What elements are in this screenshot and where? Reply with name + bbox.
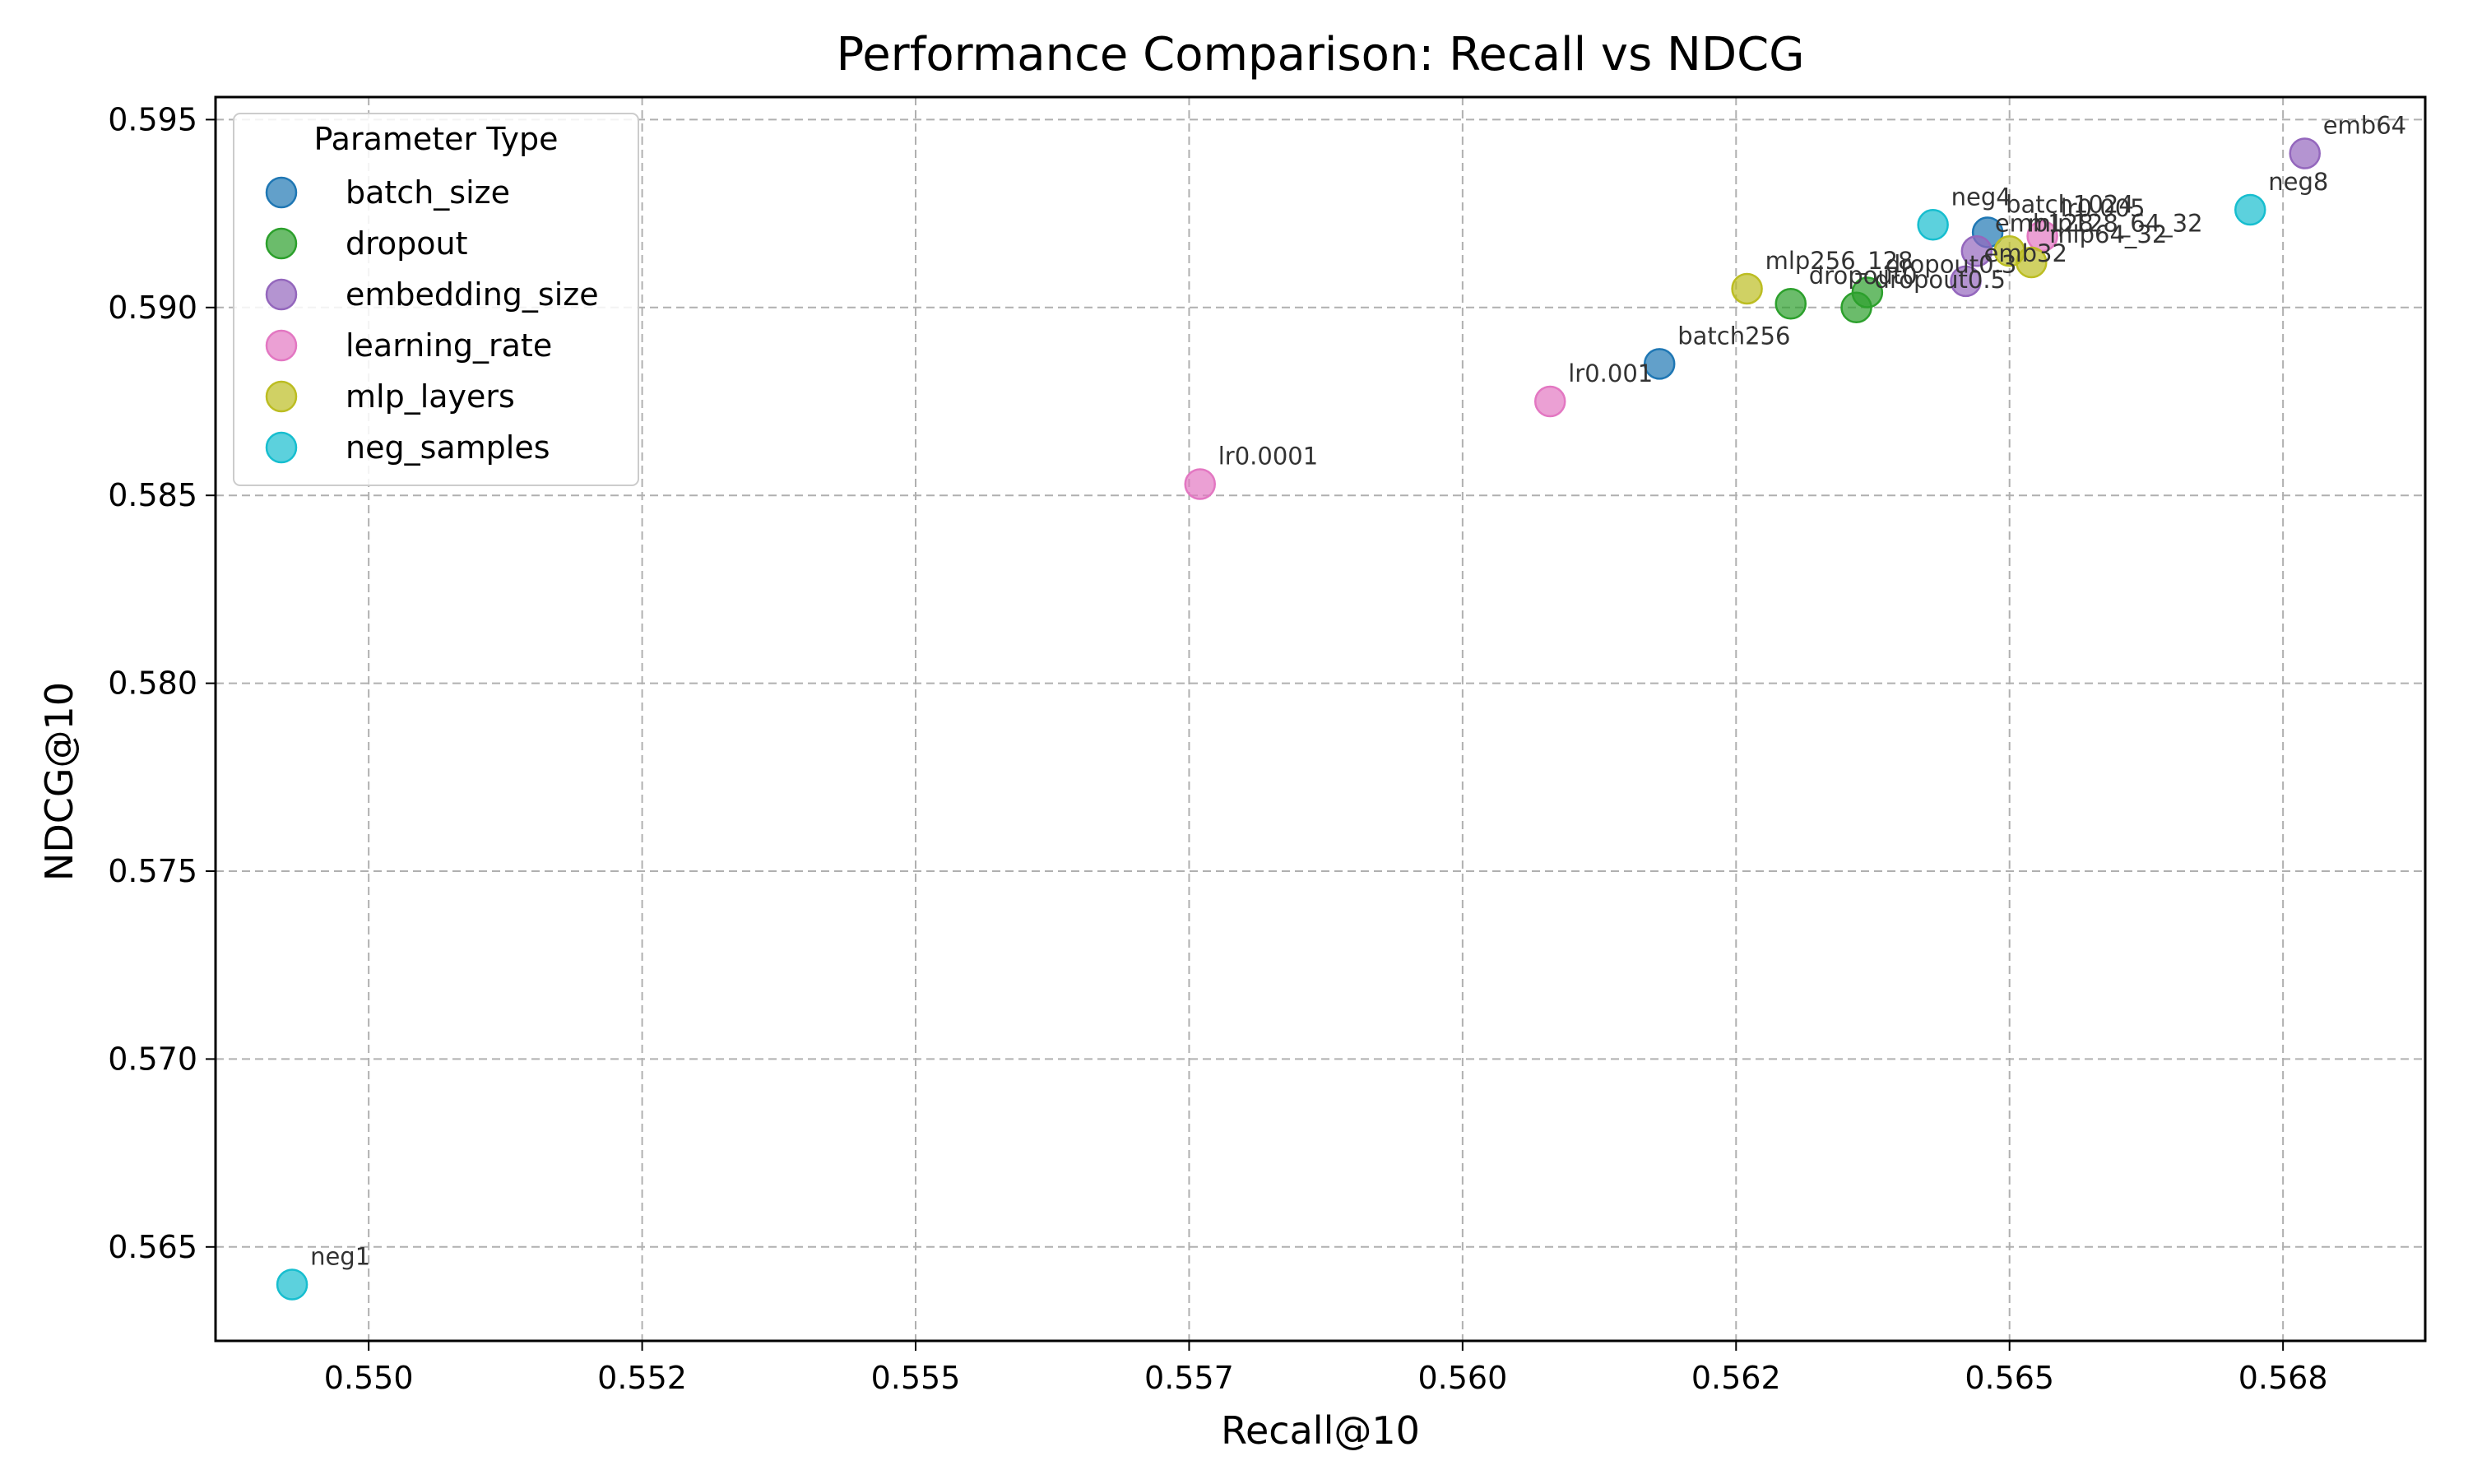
data-point <box>1851 276 1884 308</box>
legend-entry-label: dropout <box>346 225 468 262</box>
y-tick-label: 0.590 <box>108 290 197 326</box>
y-tick-label: 0.575 <box>108 853 197 889</box>
data-point-label: lr0.005 <box>2061 194 2146 222</box>
data-points <box>276 137 2321 1301</box>
x-tick-label: 0.560 <box>1417 1360 1507 1396</box>
data-point-label: mlp64_32 <box>2049 220 2167 248</box>
legend-entry-label: neg_samples <box>346 429 550 466</box>
data-point <box>1774 287 1807 320</box>
chart-title: Performance Comparison: Recall vs NDCG <box>836 28 1804 81</box>
legend-marker <box>265 329 298 362</box>
legend-marker <box>265 227 298 260</box>
data-point <box>276 1268 308 1301</box>
data-point-label: emb128 <box>1995 209 2094 237</box>
legend-box <box>233 113 639 486</box>
data-point <box>2234 193 2266 226</box>
data-point <box>1917 209 1949 241</box>
data-point-label: neg1 <box>310 1242 370 1270</box>
y-axis-label: NDCG@10 <box>37 682 81 881</box>
data-point-label: lr0.001 <box>1568 359 1653 387</box>
legend-entry-label: mlp_layers <box>346 378 515 415</box>
x-tick-label: 0.568 <box>2238 1360 2328 1396</box>
data-point-label: mlp128_64_32 <box>2028 209 2203 237</box>
legend-entry-label: batch_size <box>346 174 510 211</box>
x-tick-label: 0.552 <box>597 1360 687 1396</box>
legend-marker <box>265 176 298 209</box>
legend-marker <box>265 278 298 311</box>
data-point-label: lr0.0001 <box>1218 443 1318 471</box>
x-tick-label: 0.550 <box>324 1360 414 1396</box>
data-point <box>1731 272 1763 305</box>
data-point-label: mlp256_128 <box>1765 247 1914 275</box>
legend-marker <box>265 380 298 413</box>
data-point-label: batch1024 <box>2006 190 2134 218</box>
data-point <box>1643 348 1676 380</box>
data-point-label: emb64 <box>2323 112 2406 140</box>
data-point-label: batch256 <box>1677 322 1790 350</box>
data-point <box>2026 220 2058 253</box>
x-tick-label: 0.565 <box>1965 1360 2054 1396</box>
data-point <box>1950 265 1982 298</box>
x-tick-label: 0.562 <box>1691 1360 1781 1396</box>
data-point <box>1960 235 1993 267</box>
data-point-label: dropout0.5 <box>1875 266 2006 294</box>
x-axis-label: Recall@10 <box>1221 1408 1420 1453</box>
data-point <box>1533 385 1566 418</box>
data-point-label: emb32 <box>1984 239 2067 267</box>
axis-ticks: 0.550 0.552 0.555 0.557 0.560 0.562 0.565 0.568… <box>108 101 2327 1396</box>
x-tick-label: 0.555 <box>871 1360 961 1396</box>
x-tick-label: 0.557 <box>1144 1360 1234 1396</box>
data-point <box>1184 468 1216 500</box>
legend-title: Parameter Type <box>313 121 558 157</box>
data-point <box>2016 246 2048 279</box>
grid-lines <box>216 97 2425 1341</box>
legend-entry-label: embedding_size <box>346 276 599 313</box>
data-point-label: neg4 <box>1951 183 2011 211</box>
data-point-label: dropout0 <box>1809 262 1918 290</box>
y-tick-label: 0.595 <box>108 101 197 137</box>
data-point-label: dropout0.3 <box>1886 251 2016 279</box>
point-labels: batch256batch1024dropout0dropout0.5dropo… <box>310 112 2406 1271</box>
legend-marker <box>265 431 298 464</box>
data-point <box>2289 137 2321 169</box>
legend-entry-label: learning_rate <box>346 327 552 364</box>
y-tick-label: 0.585 <box>108 477 197 513</box>
y-tick-label: 0.580 <box>108 665 197 702</box>
data-point-label: neg8 <box>2268 168 2328 196</box>
y-tick-label: 0.570 <box>108 1041 197 1077</box>
plot-frame <box>214 95 2427 1343</box>
y-tick-label: 0.565 <box>108 1229 197 1265</box>
